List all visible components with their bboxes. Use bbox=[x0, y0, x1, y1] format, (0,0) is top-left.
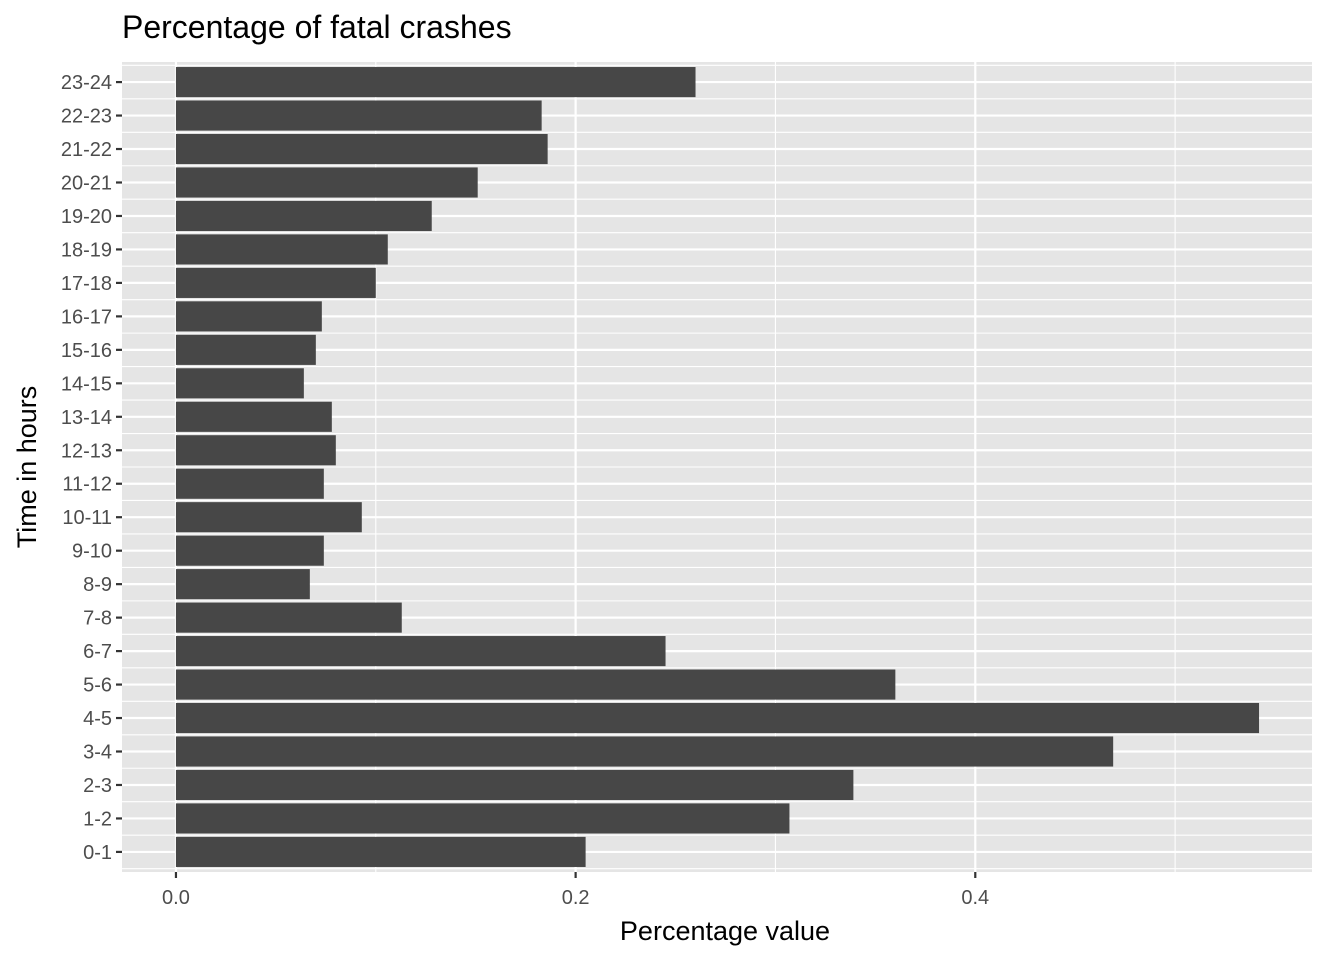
bar-14-15 bbox=[175, 368, 304, 399]
y-tick-label: 3-4 bbox=[83, 742, 112, 764]
y-tick-label: 21-22 bbox=[61, 139, 112, 161]
x-axis: 0.0 0.2 0.4 bbox=[162, 872, 989, 909]
bar-15-16 bbox=[175, 334, 316, 365]
y-tick-label: 19-20 bbox=[61, 206, 112, 228]
y-tick-label: 22-23 bbox=[61, 106, 112, 128]
x-axis-title: Percentage value bbox=[620, 916, 830, 946]
y-tick-label: 23-24 bbox=[61, 72, 112, 94]
bar-23-24 bbox=[175, 67, 696, 98]
bar-5-6 bbox=[175, 669, 896, 700]
bar-3-4 bbox=[175, 736, 1114, 767]
bar-19-20 bbox=[175, 200, 432, 232]
x-tick-label: 0.4 bbox=[961, 887, 989, 909]
y-tick-label: 9-10 bbox=[72, 541, 112, 563]
bar-7-8 bbox=[175, 602, 402, 633]
y-tick-label: 10-11 bbox=[62, 507, 112, 529]
y-tick-label: 7-8 bbox=[83, 608, 112, 630]
y-tick-label: 5-6 bbox=[83, 675, 112, 697]
bar-2-3 bbox=[175, 769, 854, 801]
y-tick-label: 13-14 bbox=[61, 407, 112, 429]
y-tick-label: 2-3 bbox=[83, 775, 112, 797]
y-tick-label: 12-13 bbox=[61, 440, 112, 462]
y-tick-label: 14-15 bbox=[61, 373, 112, 395]
bar-12-13 bbox=[175, 435, 336, 466]
bar-8-9 bbox=[175, 569, 310, 600]
bar-9-10 bbox=[175, 535, 324, 566]
bar-13-14 bbox=[175, 401, 332, 432]
chart-title: Percentage of fatal crashes bbox=[122, 9, 512, 45]
y-tick-label: 20-21 bbox=[61, 172, 112, 194]
y-axis-title: Time in hours bbox=[12, 386, 42, 549]
bar-18-19 bbox=[175, 234, 388, 265]
bar-17-18 bbox=[175, 267, 376, 298]
y-tick-label: 11-12 bbox=[62, 474, 112, 496]
y-tick-label: 18-19 bbox=[61, 239, 112, 261]
bar-1-2 bbox=[175, 803, 790, 834]
y-tick-label: 0-1 bbox=[83, 842, 112, 864]
bar-16-17 bbox=[175, 301, 322, 332]
bar-21-22 bbox=[175, 133, 548, 165]
y-axis: 0-1 1-2 2-3 3-4 4-5 5-6 6-7 7-8 8-9 9-10 10-11 11-1… bbox=[61, 72, 122, 864]
bar-20-21 bbox=[175, 167, 478, 198]
bar-0-1 bbox=[175, 836, 586, 867]
y-tick-label: 4-5 bbox=[83, 708, 112, 730]
bar-6-7 bbox=[175, 636, 666, 667]
y-tick-label: 17-18 bbox=[61, 273, 112, 295]
x-tick-label: 0.2 bbox=[562, 887, 590, 909]
bar-22-23 bbox=[175, 100, 542, 131]
y-tick-label: 16-17 bbox=[61, 306, 112, 328]
bar-4-5 bbox=[175, 702, 1260, 734]
y-tick-label: 15-16 bbox=[61, 340, 112, 362]
bar-11-12 bbox=[175, 468, 324, 499]
bars bbox=[175, 67, 1260, 867]
y-tick-label: 6-7 bbox=[83, 641, 112, 663]
y-tick-label: 1-2 bbox=[83, 808, 112, 830]
x-tick-label: 0.0 bbox=[162, 887, 190, 909]
bar-10-11 bbox=[175, 502, 362, 533]
y-tick-label: 8-9 bbox=[83, 574, 112, 596]
